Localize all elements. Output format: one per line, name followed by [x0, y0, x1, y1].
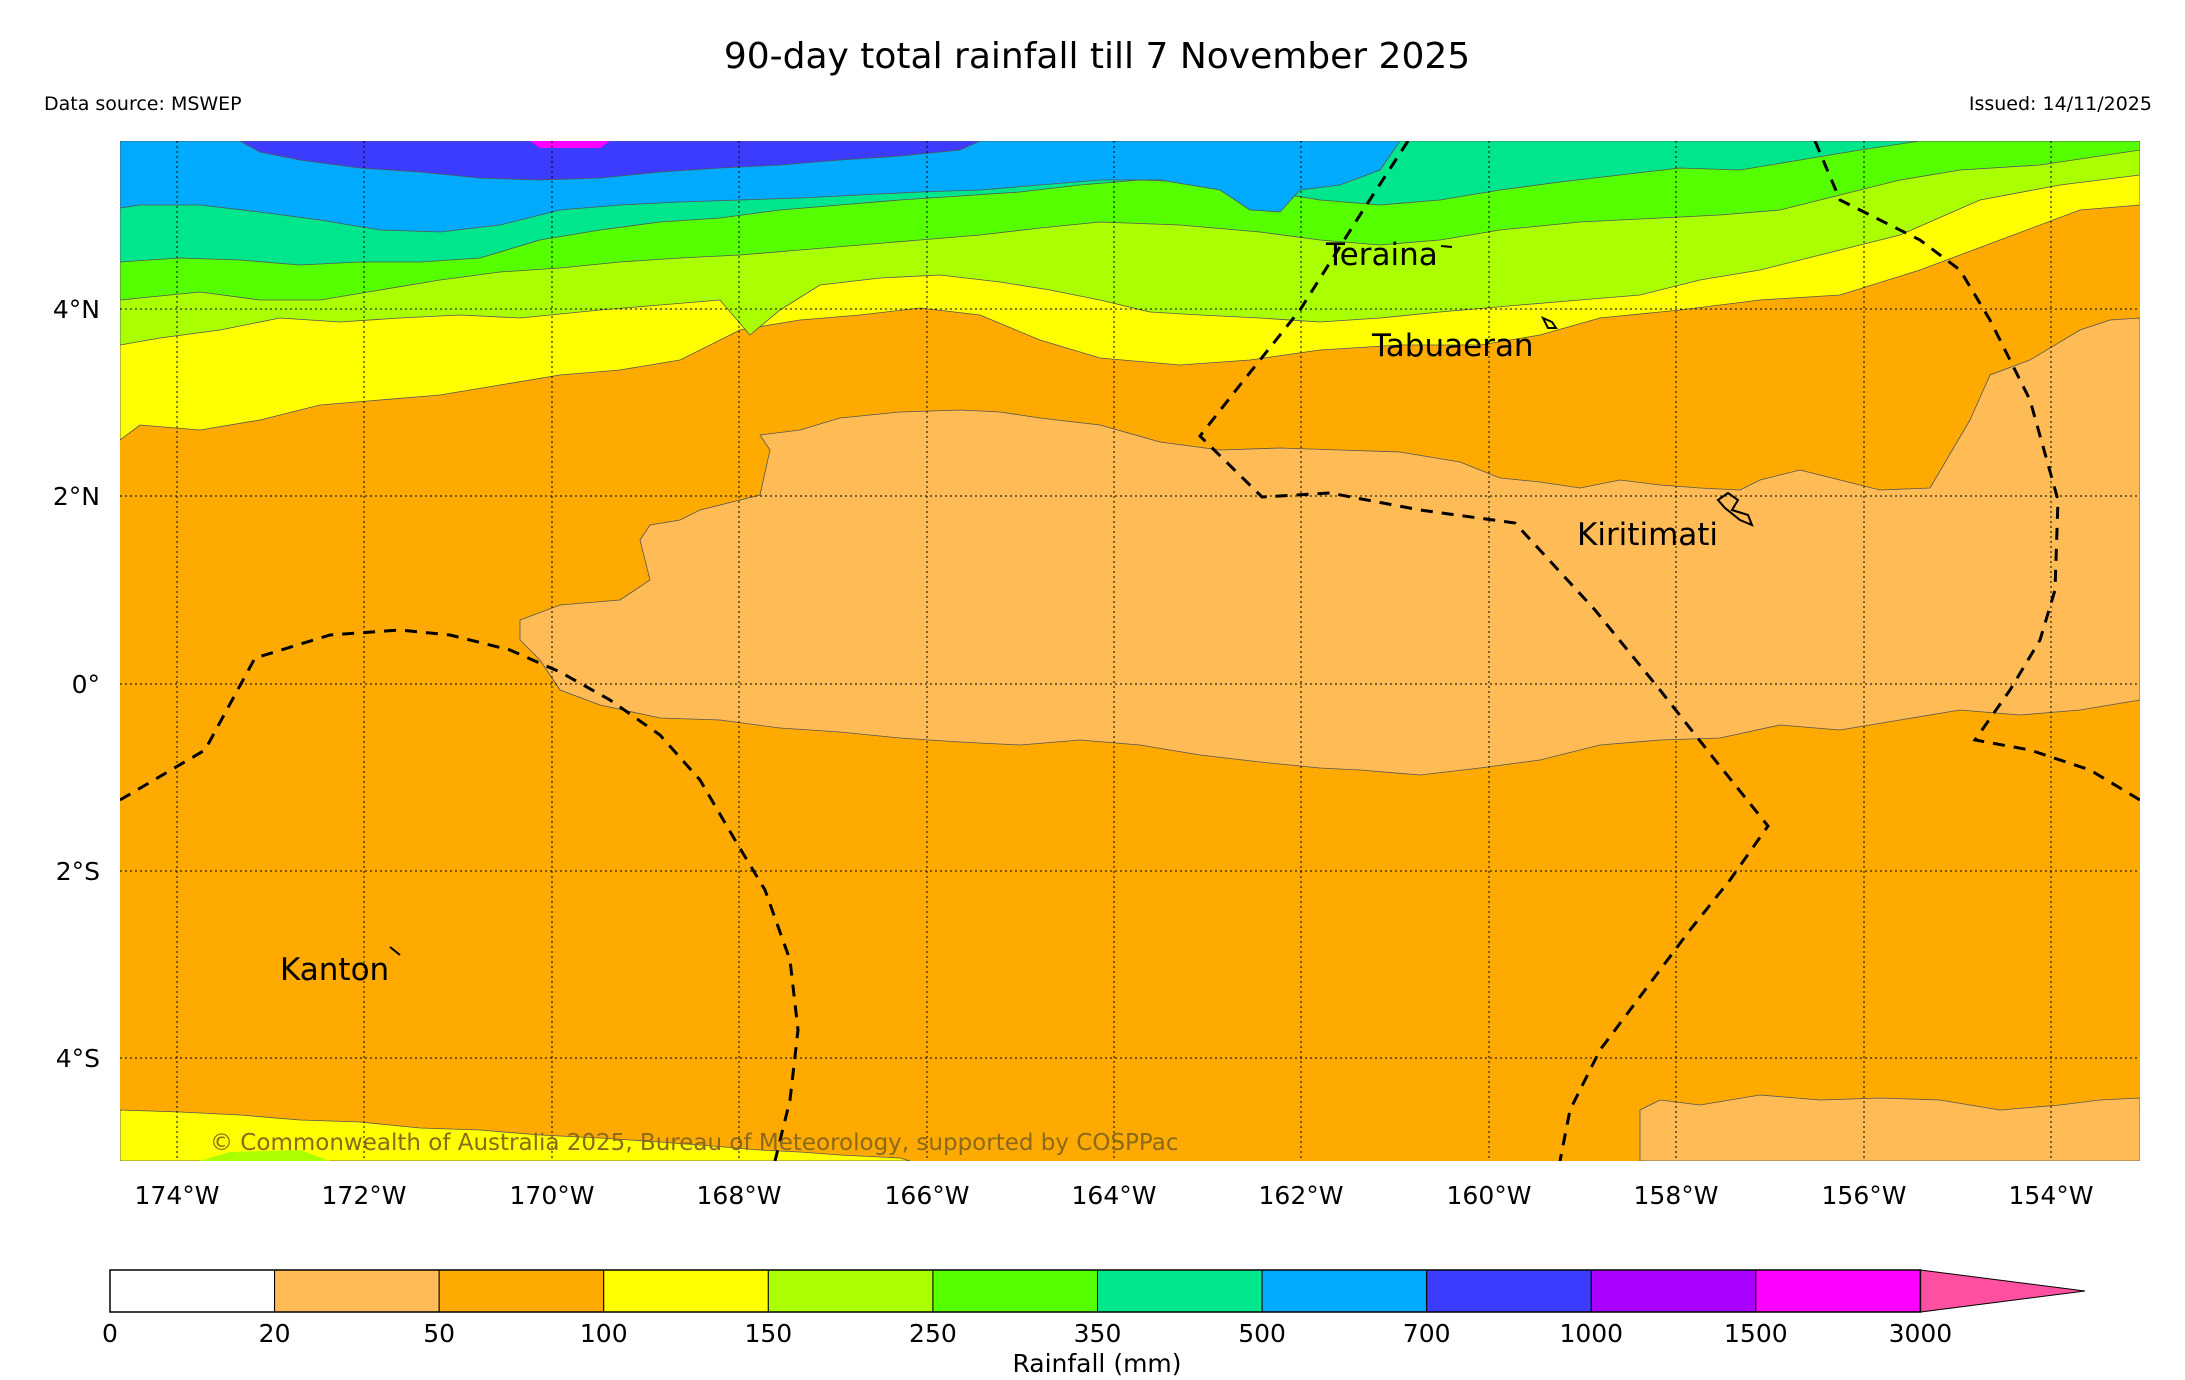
place-label-kiritimati: Kiritimati [1577, 517, 1718, 553]
map-panel: Teraina Tabuaeran Kiritimati Kanton © Co… [120, 141, 2140, 1161]
colorbar-segment [1755, 1269, 1921, 1313]
colorbar-extend-arrow [1919, 1269, 2086, 1313]
eez-boundary-east [1813, 141, 2140, 802]
colorbar-segment [1097, 1269, 1263, 1313]
colorbar-segment [109, 1269, 276, 1313]
colorbar-tick-label: 3000 [1889, 1319, 1953, 1348]
colorbar-tick-label: 700 [1403, 1319, 1451, 1348]
colorbar-tick-label: 350 [1074, 1319, 1122, 1348]
rainfall-band-20-50-south [1639, 1094, 2140, 1161]
lat-tick-label: 4°N [53, 295, 100, 324]
lon-tick-label: 168°W [697, 1181, 782, 1210]
colorbar-tick-label: 50 [423, 1319, 455, 1348]
place-label-kanton: Kanton [280, 952, 389, 988]
rainfall-band-700-1000 [239, 141, 981, 181]
lat-tick-label: 4°S [56, 1044, 100, 1073]
issued-date: Issued: 14/11/2025 [1969, 93, 2152, 115]
lon-tick-label: 166°W [885, 1181, 970, 1210]
data-source-note: Data source: MSWEP [44, 93, 242, 115]
colorbar-segment [1590, 1269, 1757, 1313]
lon-tick-label: 160°W [1447, 1181, 1532, 1210]
colorbar-segment [1426, 1269, 1592, 1313]
colorbar-tick-label: 500 [1238, 1319, 1286, 1348]
rainfall-band-100-150-south [120, 1109, 911, 1161]
copyright-credit: © Commonwealth of Australia 2025, Bureau… [210, 1130, 1179, 1156]
place-label-teraina: Teraina [1325, 237, 1438, 273]
colorbar-segment [274, 1269, 440, 1313]
colorbar-tick-label: 1500 [1724, 1319, 1788, 1348]
longitude-axis: 174°W 172°W 170°W 168°W 166°W 164°W 162°… [135, 1181, 2094, 1210]
colorbar-segment [603, 1269, 769, 1313]
rainfall-band-20-50-central [519, 317, 2140, 776]
colorbar: 0 20 50 100 150 250 350 500 700 1000 1500 3000 Rain… [102, 1269, 2086, 1378]
eez-boundary-kanton [120, 628, 800, 1161]
colorbar-tick-label: 0 [102, 1319, 118, 1348]
island-tabuaeran [1540, 315, 1558, 329]
figure-title: 90-day total rainfall till 7 November 20… [724, 36, 1470, 77]
colorbar-tick-labels: 0 20 50 100 150 250 350 500 700 1000 1500 3000 [102, 1319, 1952, 1348]
lon-tick-label: 162°W [1259, 1181, 1344, 1210]
island-outlines [389, 245, 1754, 956]
colorbar-tick-label: 100 [580, 1319, 628, 1348]
colorbar-segment [767, 1269, 934, 1313]
colorbar-tick-label: 20 [259, 1319, 291, 1348]
eez-boundary-line-islands [1197, 141, 1770, 1161]
graticule [120, 141, 2140, 1161]
lat-tick-label: 0° [72, 670, 100, 699]
island-kanton [389, 946, 401, 956]
island-kiritimati [1716, 491, 1754, 527]
lon-tick-label: 158°W [1634, 1181, 1719, 1210]
rainfall-band-150-250-south [200, 1150, 330, 1161]
lon-tick-label: 174°W [135, 1181, 220, 1210]
colorbar-tick-label: 150 [744, 1319, 792, 1348]
colorbar-outline [109, 1269, 1922, 1313]
eez-boundaries [120, 141, 2140, 1161]
colorbar-tick-label: 1000 [1559, 1319, 1623, 1348]
rainfall-band-1000-1500 [530, 141, 610, 148]
lon-tick-label: 164°W [1072, 1181, 1157, 1210]
colorbar-label: Rainfall (mm) [1012, 1349, 1181, 1378]
latitude-axis: 4°N 2°N 0° 2°S 4°S [53, 295, 100, 1073]
lon-tick-label: 156°W [1822, 1181, 1907, 1210]
colorbar-segment [1261, 1269, 1428, 1313]
colorbar-tick-label: 250 [909, 1319, 957, 1348]
island-teraina [1440, 245, 1453, 248]
lat-tick-label: 2°N [53, 482, 100, 511]
colorbar-segments [109, 1269, 2086, 1313]
lon-tick-label: 170°W [510, 1181, 595, 1210]
lon-tick-label: 172°W [322, 1181, 407, 1210]
lon-tick-label: 154°W [2009, 1181, 2094, 1210]
colorbar-segment [932, 1269, 1099, 1313]
place-label-tabuaeran: Tabuaeran [1371, 328, 1534, 364]
colorbar-segment [438, 1269, 605, 1313]
lat-tick-label: 2°S [56, 857, 100, 886]
